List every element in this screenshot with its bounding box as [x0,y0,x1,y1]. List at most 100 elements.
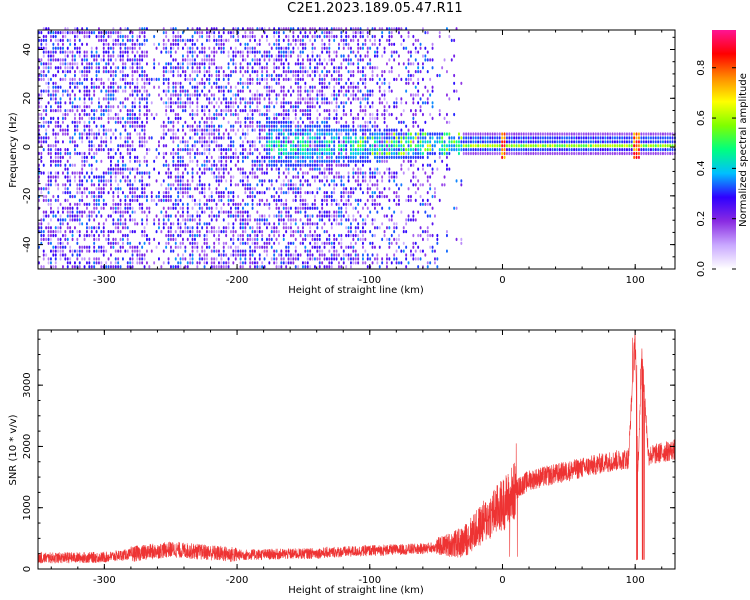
spectrogram-cell [254,265,256,269]
spectrogram-cell [83,163,86,167]
spectrogram-cell [177,198,180,203]
spectrogram-cell [78,50,81,54]
spectrogram-cell [297,265,300,269]
spectrogram-cell [194,120,196,124]
spectrogram-cell [347,198,350,203]
spectrogram-cell [129,144,132,148]
spectrogram-cell [316,206,319,210]
spectrogram-cell [354,163,357,167]
spectrogram-cell [362,151,364,156]
spectrogram-cell [196,261,199,265]
spectrogram-cell [62,116,64,121]
spectrogram-cell [179,159,182,163]
spectrogram-cell [218,136,220,140]
spectrogram-cell [309,128,312,132]
spectrogram-cell [64,116,67,121]
spectrogram-cell [117,66,120,70]
spectrogram-cell [333,249,336,253]
spectrogram-cell [146,93,148,97]
spectrogram-cell [266,171,268,175]
spectrogram-cell [374,151,376,156]
spectrogram-cell [311,105,314,109]
spectrogram-cell [285,175,288,179]
spectrogram-cell [138,261,141,265]
spectrogram-cell [179,206,182,210]
spectrogram-cell [330,194,333,199]
spectrogram-cell [74,144,76,148]
spectrogram-cell [222,210,225,214]
spectrogram-cell [213,148,216,152]
spectrogram-cell [282,97,285,101]
spectrogram-cell [220,261,223,265]
spectrogram-cell [64,50,67,54]
spectrogram-cell [309,116,312,121]
spectrogram-cell [83,101,86,105]
spectrogram-cell [328,167,331,171]
spectrogram-cell [182,85,184,89]
spectrogram-cell [78,81,81,85]
spectrogram-cell [78,120,81,124]
spectrogram-cell [191,46,194,50]
spectrogram-cell [194,237,196,242]
spectrogram-cell [71,81,74,85]
spectrogram-cell [256,42,259,46]
spectrogram-cell [347,128,350,132]
spectrogram-cell [47,54,50,58]
spectrogram-cell [54,140,57,144]
spectrogram-cell [381,222,384,226]
spectrogram-cell [74,261,76,265]
spectrogram-cell [311,46,314,50]
spectrogram-cell [86,206,88,210]
spectrogram-cell [383,148,386,152]
spectrogram-cell [251,81,254,85]
spectrogram-cell [256,210,259,214]
spectrogram-cell [249,171,252,175]
spectrogram-cell [170,128,172,132]
spectrogram-cell [335,66,338,70]
spectrogram-cell [270,183,273,187]
spectrogram-cell [138,163,141,167]
spectrogram-cell [280,120,283,124]
spectrogram-cell [129,198,132,203]
spectrogram-cell [174,179,177,183]
spectrogram-cell [100,89,103,93]
spectrogram-cell [141,233,144,238]
spectrogram-cell [165,245,168,249]
spectrogram-cell [172,58,175,62]
spectrogram-cell [362,136,364,140]
spectrogram-cell [218,198,220,203]
spectrogram-cell [167,198,170,203]
spectrogram-cell [297,163,300,167]
spectrogram-cell [232,226,235,230]
spectrogram-cell [294,245,297,249]
spectrogram-cell [342,105,345,109]
spectrogram-cell [218,167,220,171]
spectrogram-cell [374,136,376,140]
spectrogram-cell [201,105,204,109]
spectrogram-cell [141,218,144,222]
spectrogram-cell [273,214,276,218]
spectrogram-cell [309,93,312,97]
spectrogram-cell [227,77,230,82]
spectrogram-cell [345,101,348,105]
spectrogram-cell [304,210,307,214]
spectrogram-cell [148,265,151,269]
spectrogram-cell [335,116,338,121]
spectrogram-cell [362,233,364,238]
spectrogram-cell [388,31,391,35]
spectrogram-cell [280,151,283,156]
spectrogram-cell [218,237,220,242]
spectrogram-cell [105,249,108,253]
spectrogram-cell [352,62,355,66]
spectrogram-cell [338,128,340,132]
spectrogram-cell [102,230,105,234]
spectrogram-cell [328,144,331,148]
spectrogram-cell [146,54,148,58]
spectrogram-cell [311,155,314,160]
spectrogram-cell [201,77,204,82]
spectrogram-cell [141,261,144,265]
spectrogram-cell [143,241,146,245]
spectrogram-cell [81,249,84,253]
spectrogram-cell [198,50,201,54]
spectrogram-cell [134,128,136,132]
